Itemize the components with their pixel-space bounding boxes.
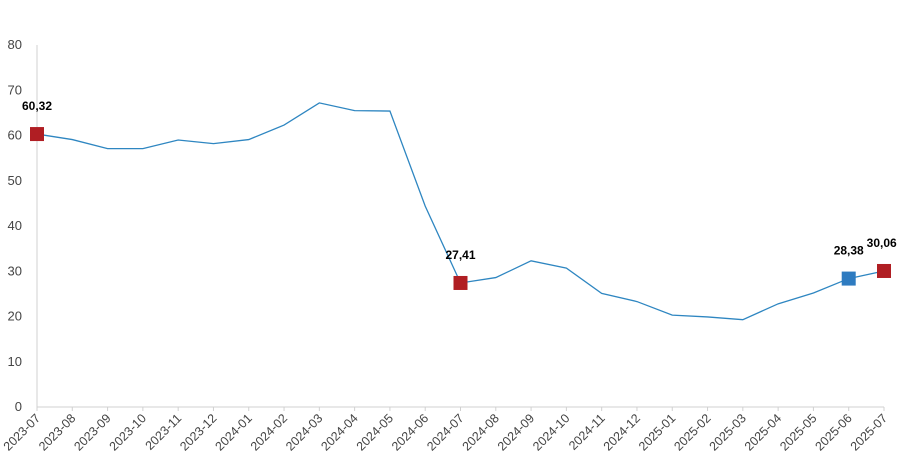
data-label: 30,06 [867, 236, 897, 250]
y-tick-label: 50 [8, 173, 22, 188]
x-tick-label: 2023-12 [177, 411, 219, 453]
highlight-marker [841, 271, 856, 286]
y-tick-label: 0 [15, 399, 22, 414]
x-tick-label: 2025-06 [812, 411, 854, 453]
data-label: 60,32 [22, 99, 52, 113]
x-tick-label: 2024-06 [389, 411, 431, 453]
y-tick-label: 40 [8, 218, 22, 233]
x-tick-label: 2024-12 [601, 411, 643, 453]
x-tick-label: 2024-03 [283, 411, 325, 453]
x-tick-label: 2024-04 [318, 411, 360, 453]
x-tick-label: 2023-11 [143, 411, 185, 453]
x-tick-label: 2023-09 [71, 411, 113, 453]
x-axis: 2023-072023-082023-092023-102023-112023-… [1, 406, 890, 454]
x-tick-label: 2024-02 [248, 411, 290, 453]
y-tick-label: 30 [8, 263, 22, 278]
x-tick-label: 2024-05 [354, 411, 396, 453]
x-tick-label: 2024-11 [566, 411, 608, 453]
x-tick-label: 2023-07 [1, 411, 43, 453]
x-tick-label: 2025-02 [671, 411, 713, 453]
highlight-marker [30, 127, 44, 142]
x-tick-label: 2024-07 [424, 411, 466, 453]
y-tick-label: 10 [8, 354, 22, 369]
x-tick-label: 2024-10 [530, 411, 572, 453]
y-tick-label: 60 [8, 128, 22, 143]
y-tick-label: 80 [8, 37, 22, 52]
x-tick-label: 2024-08 [460, 411, 502, 453]
x-tick-label: 2023-08 [36, 411, 78, 453]
y-axis: 0 10 20 30 40 50 60 70 80 [8, 37, 38, 414]
x-tick-label: 2025-04 [742, 411, 784, 453]
y-tick-label: 70 [8, 82, 22, 97]
highlight-markers [30, 127, 891, 290]
x-tick-label: 2024-01 [213, 411, 255, 453]
x-tick-label: 2024-09 [495, 411, 537, 453]
x-tick-label: 2025-07 [848, 411, 890, 453]
x-tick-label: 2025-01 [636, 411, 678, 453]
x-tick-label: 2025-03 [707, 411, 749, 453]
x-tick-label: 2023-10 [107, 411, 149, 453]
y-tick-label: 20 [8, 309, 22, 324]
x-tick-label: 2025-05 [777, 411, 819, 453]
data-label: 27,41 [445, 248, 475, 262]
data-label: 28,38 [834, 244, 864, 258]
highlight-marker [877, 263, 891, 278]
highlight-marker [453, 275, 468, 290]
